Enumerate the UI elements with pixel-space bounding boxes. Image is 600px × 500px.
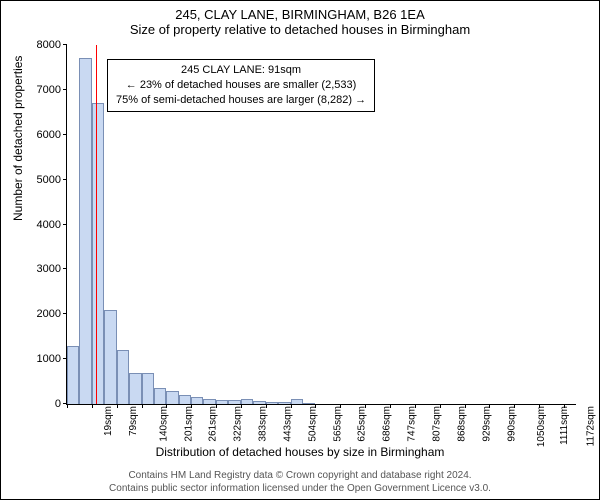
x-tick-mark xyxy=(415,404,416,408)
info-line-1: 245 CLAY LANE: 91sqm xyxy=(116,63,366,78)
page-title: 245, CLAY LANE, BIRMINGHAM, B26 1EA xyxy=(11,7,589,22)
y-tick-label: 3000 xyxy=(37,263,67,275)
x-tick-label: 322sqm xyxy=(231,406,244,442)
y-tick-label: 2000 xyxy=(37,308,67,320)
y-tick-label: 5000 xyxy=(37,174,67,186)
plot-area: 01000200030004000500060007000800019sqm79… xyxy=(66,45,576,405)
histogram-bar xyxy=(203,399,216,404)
histogram-bar xyxy=(166,391,179,404)
histogram-bar xyxy=(291,399,303,404)
x-tick-mark xyxy=(514,404,515,408)
x-tick-mark xyxy=(315,404,316,408)
x-tick-label: 504sqm xyxy=(305,406,318,442)
x-tick-mark xyxy=(291,404,292,408)
y-tick-label: 6000 xyxy=(37,129,67,141)
histogram-bar xyxy=(253,401,265,404)
histogram-bar xyxy=(79,58,91,404)
property-info-box: 245 CLAY LANE: 91sqm← 23% of detached ho… xyxy=(107,59,375,112)
y-tick-mark xyxy=(63,134,67,135)
x-tick-mark xyxy=(365,404,366,408)
x-tick-mark xyxy=(241,404,242,408)
x-tick-mark xyxy=(92,404,93,408)
x-tick-label: 1050sqm xyxy=(534,406,547,447)
x-tick-mark xyxy=(216,404,217,408)
info-line-3: 75% of semi-detached houses are larger (… xyxy=(116,93,366,108)
y-tick-mark xyxy=(63,268,67,269)
histogram-bar xyxy=(154,388,166,404)
x-axis-label: Distribution of detached houses by size … xyxy=(1,445,599,459)
property-marker-line xyxy=(96,45,97,404)
x-tick-label: 868sqm xyxy=(454,406,467,442)
chart-area: 01000200030004000500060007000800019sqm79… xyxy=(66,45,576,405)
x-tick-label: 747sqm xyxy=(405,406,418,442)
x-tick-mark xyxy=(489,404,490,408)
y-tick-label: 8000 xyxy=(37,39,67,51)
y-tick-label: 1000 xyxy=(37,353,67,365)
x-tick-label: 383sqm xyxy=(256,406,269,442)
x-tick-mark xyxy=(67,404,68,408)
histogram-bar xyxy=(92,103,104,404)
x-tick-label: 140sqm xyxy=(156,406,169,442)
y-tick-mark xyxy=(63,89,67,90)
y-tick-label: 4000 xyxy=(37,219,67,231)
histogram-bar xyxy=(266,402,278,404)
y-tick-mark xyxy=(63,179,67,180)
footer-line-1: Contains HM Land Registry data © Crown c… xyxy=(1,470,599,483)
x-tick-mark xyxy=(564,404,565,408)
y-tick-label: 7000 xyxy=(37,84,67,96)
title-block: 245, CLAY LANE, BIRMINGHAM, B26 1EA Size… xyxy=(1,1,599,39)
histogram-bar xyxy=(303,403,315,404)
x-tick-label: 807sqm xyxy=(429,406,442,442)
histogram-bar xyxy=(104,310,117,404)
x-tick-label: 686sqm xyxy=(380,406,393,442)
x-tick-mark xyxy=(539,404,540,408)
histogram-bar xyxy=(216,400,228,404)
y-tick-mark xyxy=(63,313,67,314)
x-tick-mark xyxy=(390,404,391,408)
x-tick-label: 79sqm xyxy=(126,406,139,436)
footer-attribution: Contains HM Land Registry data © Crown c… xyxy=(1,470,599,495)
x-tick-label: 1111sqm xyxy=(557,406,570,445)
info-line-2: ← 23% of detached houses are smaller (2,… xyxy=(116,78,366,93)
histogram-bar xyxy=(129,373,142,404)
x-tick-mark xyxy=(465,404,466,408)
x-tick-mark xyxy=(142,404,143,408)
x-tick-mark xyxy=(117,404,118,408)
x-tick-label: 929sqm xyxy=(479,406,492,442)
x-tick-label: 443sqm xyxy=(280,406,293,442)
histogram-bar xyxy=(278,402,291,404)
histogram-bar xyxy=(228,400,240,404)
y-tick-label: 0 xyxy=(55,398,67,410)
histogram-bar xyxy=(117,350,129,404)
x-tick-label: 201sqm xyxy=(181,406,194,442)
x-tick-mark xyxy=(266,404,267,408)
histogram-bar xyxy=(179,395,191,404)
histogram-bar xyxy=(142,373,154,404)
x-tick-label: 261sqm xyxy=(206,406,219,442)
histogram-bar xyxy=(241,399,254,404)
x-tick-mark xyxy=(440,404,441,408)
footer-line-2: Contains public sector information licen… xyxy=(1,483,599,496)
histogram-bar xyxy=(191,397,203,404)
x-tick-mark xyxy=(166,404,167,408)
x-tick-mark xyxy=(191,404,192,408)
x-tick-mark xyxy=(340,404,341,408)
page-subtitle: Size of property relative to detached ho… xyxy=(11,22,589,37)
x-tick-label: 625sqm xyxy=(355,406,368,442)
x-tick-label: 1172sqm xyxy=(584,406,597,446)
y-axis-label: Number of detached properties xyxy=(11,56,25,221)
histogram-bar xyxy=(67,346,79,404)
x-tick-label: 565sqm xyxy=(330,406,343,442)
y-tick-mark xyxy=(63,44,67,45)
x-tick-label: 19sqm xyxy=(101,406,114,436)
y-tick-mark xyxy=(63,224,67,225)
x-tick-label: 990sqm xyxy=(504,406,517,442)
